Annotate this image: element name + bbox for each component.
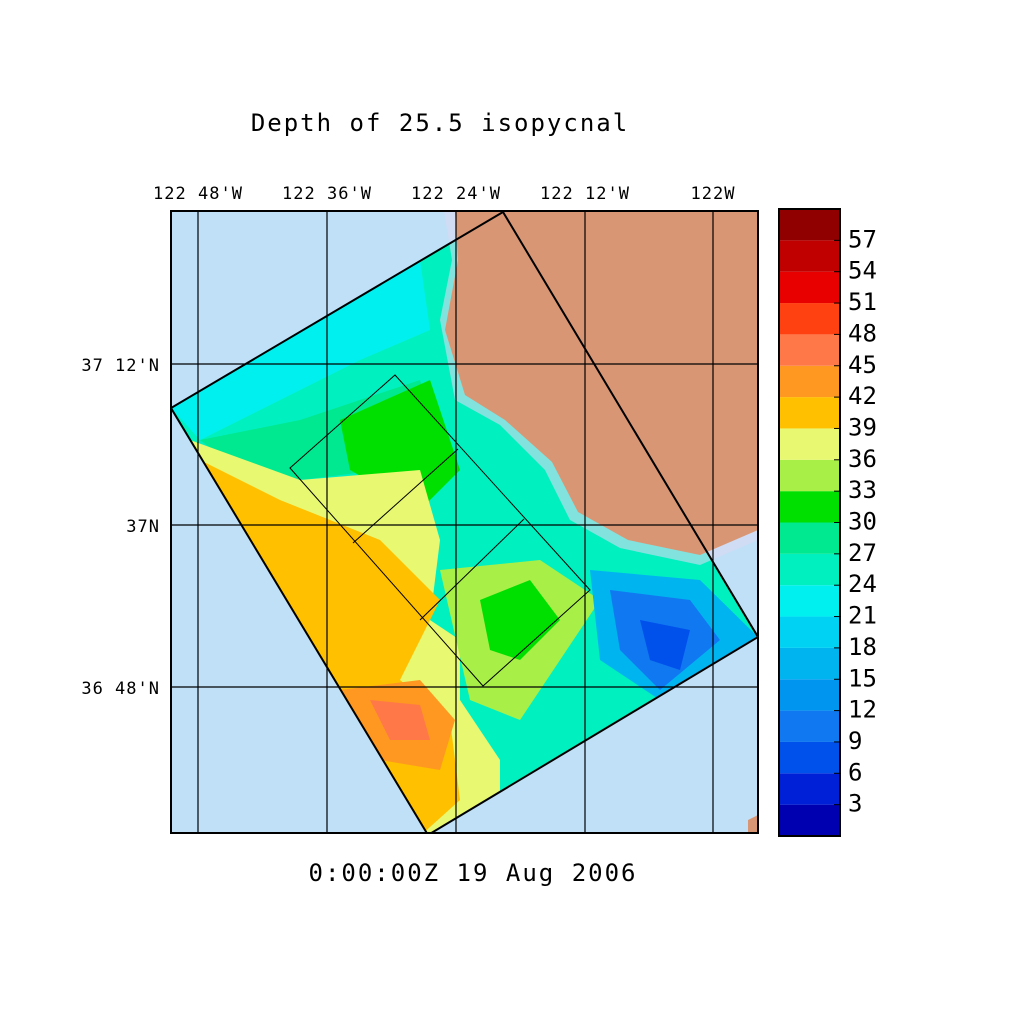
- colorbar-band: [779, 585, 840, 617]
- colorbar-label: 24: [848, 570, 877, 598]
- colorbar-band: [779, 334, 840, 366]
- colorbar-band: [779, 679, 840, 711]
- colorbar-label: 39: [848, 413, 877, 441]
- lon-label: 122W: [691, 184, 736, 204]
- nested-grid: [289, 374, 591, 687]
- colorbar-label: 27: [848, 539, 877, 567]
- domain-outline: [171, 211, 758, 833]
- colorbar-band: [779, 616, 840, 648]
- colorbar-label: 9: [848, 727, 862, 755]
- colorbar-band: [779, 459, 840, 492]
- lat-label: 37 12'N: [81, 356, 160, 376]
- colorbar-band: [779, 522, 840, 554]
- colorbar-band: [779, 741, 840, 774]
- colorbar-band: [779, 647, 840, 680]
- map-frame: [170, 210, 759, 834]
- lat-label: 36 48'N: [81, 679, 160, 699]
- colorbar-label: 51: [848, 288, 877, 316]
- lon-label: 122 12'W: [540, 184, 630, 204]
- colorbar-label: 12: [848, 696, 877, 724]
- map: [171, 211, 758, 833]
- colorbar-label: 30: [848, 508, 877, 536]
- timestamp: 0:00:00Z 19 Aug 2006: [309, 859, 638, 887]
- colorbar-band: [779, 553, 840, 586]
- colorbar-label: 48: [848, 319, 877, 347]
- colorbar-label: 18: [848, 633, 877, 661]
- colorbar-band: [779, 804, 840, 836]
- lon-label: 122 48'W: [153, 184, 243, 204]
- colorbar-label: 33: [848, 476, 877, 504]
- colorbar-band: [779, 773, 840, 805]
- grid: [171, 211, 758, 833]
- colorbar-label: 57: [848, 225, 877, 253]
- colorbar-label: 6: [848, 758, 862, 786]
- lon-label: 122 24'W: [411, 184, 501, 204]
- colorbar-band: [779, 397, 840, 429]
- colorbar-label: 54: [848, 257, 877, 285]
- colorbar-band: [779, 303, 840, 335]
- colorbar-band: [779, 710, 840, 742]
- colorbar-label: 45: [848, 351, 877, 379]
- lon-label: 122 36'W: [282, 184, 372, 204]
- colorbar-label: 42: [848, 382, 877, 410]
- colorbar-band: [779, 365, 840, 398]
- lat-label: 37N: [126, 517, 160, 537]
- colorbar-band: [779, 240, 840, 272]
- land: [748, 815, 758, 833]
- map-title: Depth of 25.5 isopycnal: [251, 109, 629, 137]
- colorbar-band: [779, 209, 840, 241]
- colorbar-label: 3: [848, 790, 862, 818]
- colorbar-band: [779, 491, 840, 523]
- colorbar-label: 36: [848, 445, 877, 473]
- colorbar-band: [779, 428, 840, 460]
- colorbar-band: [779, 271, 840, 304]
- colorbar-label: 15: [848, 664, 877, 692]
- land: [445, 211, 758, 555]
- colorbar-label: 21: [848, 602, 877, 630]
